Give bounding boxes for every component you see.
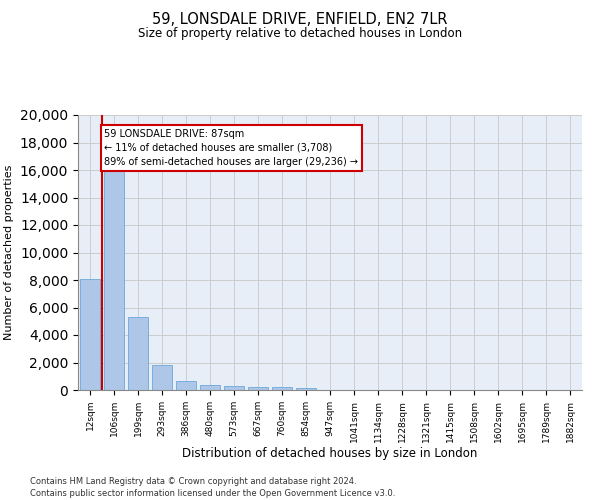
Bar: [104, 163, 124, 390]
Bar: [200, 385, 220, 390]
Text: 59, LONSDALE DRIVE, ENFIELD, EN2 7LR: 59, LONSDALE DRIVE, ENFIELD, EN2 7LR: [152, 12, 448, 28]
Bar: [248, 387, 268, 390]
Text: Size of property relative to detached houses in London: Size of property relative to detached ho…: [138, 28, 462, 40]
Bar: [80, 278, 100, 390]
Text: Contains HM Land Registry data © Crown copyright and database right 2024.
Contai: Contains HM Land Registry data © Crown c…: [30, 476, 395, 498]
Bar: [224, 386, 244, 390]
Bar: [272, 388, 292, 390]
Y-axis label: Number of detached properties: Number of detached properties: [4, 165, 14, 340]
Bar: [176, 380, 196, 390]
Text: 59 LONSDALE DRIVE: 87sqm
← 11% of detached houses are smaller (3,708)
89% of sem: 59 LONSDALE DRIVE: 87sqm ← 11% of detach…: [104, 128, 358, 167]
Bar: [128, 317, 148, 390]
Bar: [152, 365, 172, 390]
X-axis label: Distribution of detached houses by size in London: Distribution of detached houses by size …: [182, 448, 478, 460]
Bar: [296, 388, 316, 390]
